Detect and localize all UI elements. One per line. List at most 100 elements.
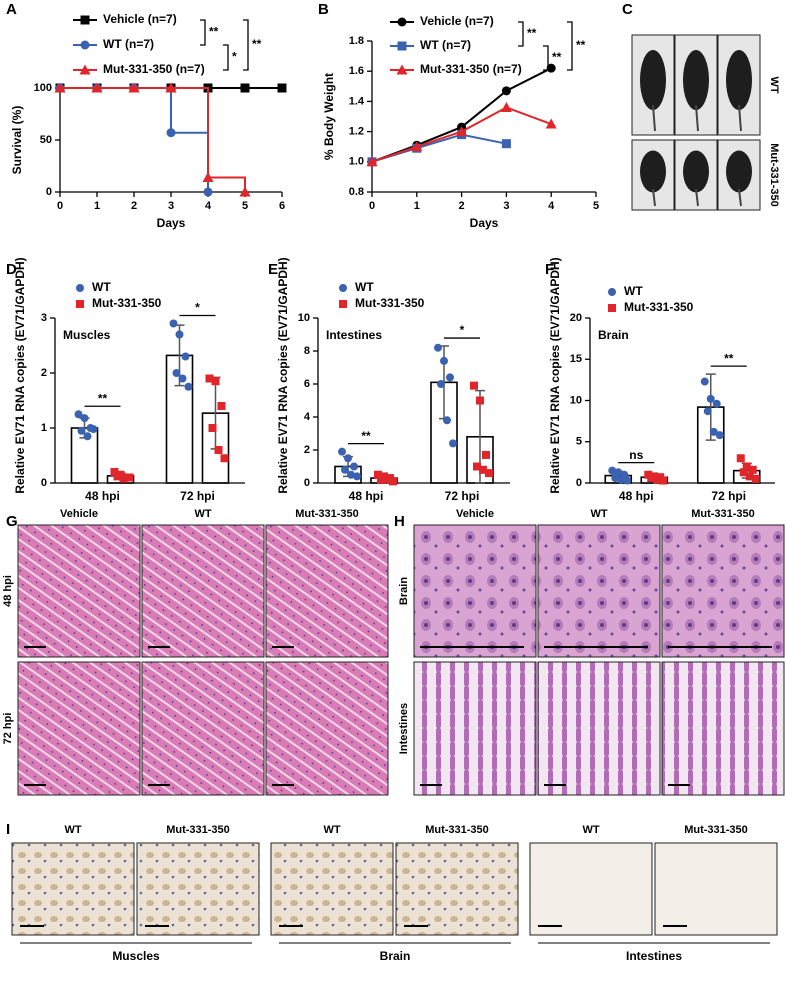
panel-letter: D bbox=[6, 261, 17, 278]
panel-letter: H bbox=[394, 513, 405, 530]
sig-label: ** bbox=[361, 429, 371, 443]
column-label: Mut-331-350 bbox=[684, 824, 748, 836]
sig-label: ** bbox=[209, 25, 219, 39]
sig-bracket bbox=[543, 45, 549, 71]
sig-label: ns bbox=[629, 448, 643, 462]
marker bbox=[175, 330, 184, 339]
y-tick-label: 0 bbox=[304, 477, 310, 489]
marker bbox=[54, 82, 66, 93]
y-tick-label: 0.8 bbox=[349, 186, 364, 198]
marker bbox=[739, 468, 748, 477]
marker bbox=[706, 394, 715, 403]
marker bbox=[353, 472, 361, 481]
marker bbox=[500, 101, 512, 112]
column-label: Mut-331-350 bbox=[425, 824, 489, 836]
marker bbox=[482, 450, 490, 459]
marker bbox=[76, 284, 84, 292]
y-axis-label: Relative EV71 RNA copies (EV71/GAPDH) bbox=[13, 257, 27, 493]
marker bbox=[546, 63, 556, 73]
y-axis-label: Relative EV71 RNA copies (EV71/GAPDH) bbox=[548, 257, 562, 493]
x-tick-label: 72 hpi bbox=[445, 489, 480, 503]
y-tick-label: 1.8 bbox=[349, 35, 364, 47]
mouse-tail bbox=[695, 188, 699, 207]
column-label: Mut-331-350 bbox=[166, 824, 230, 836]
legend-label: Mut-331-350 bbox=[355, 296, 425, 310]
x-tick-label: 1 bbox=[94, 200, 100, 212]
marker bbox=[736, 454, 745, 463]
marker bbox=[91, 82, 103, 93]
x-tick-label: 2 bbox=[131, 200, 137, 212]
image bbox=[265, 524, 389, 658]
marker bbox=[203, 187, 213, 197]
image bbox=[17, 661, 141, 796]
panel-letter: I bbox=[6, 821, 10, 838]
marker bbox=[202, 171, 214, 182]
mouse bbox=[726, 150, 752, 193]
y-tick-label: 1.2 bbox=[349, 126, 364, 138]
x-tick-label: 3 bbox=[503, 200, 509, 212]
marker bbox=[165, 82, 177, 93]
column-label: WT bbox=[194, 508, 211, 520]
marker bbox=[125, 473, 134, 482]
marker bbox=[742, 462, 751, 471]
sig-label: ** bbox=[576, 38, 586, 52]
marker bbox=[608, 304, 616, 312]
x-tick-label: 5 bbox=[593, 200, 599, 212]
y-tick-label: 0 bbox=[576, 477, 582, 489]
panel-letter: F bbox=[545, 261, 554, 278]
x-tick-label: 3 bbox=[168, 200, 174, 212]
sig-bracket bbox=[243, 19, 249, 71]
marker bbox=[113, 472, 122, 481]
marker bbox=[437, 380, 445, 388]
error-bar bbox=[705, 373, 716, 441]
marker bbox=[77, 426, 86, 435]
y-axis-label: Survival (%) bbox=[10, 106, 24, 175]
y-axis-label: % Body Weight bbox=[322, 73, 336, 160]
marker bbox=[703, 407, 712, 416]
mouse-tail bbox=[738, 104, 742, 132]
marker bbox=[79, 64, 91, 75]
x-tick-label: 48 hpi bbox=[619, 489, 654, 503]
marker bbox=[470, 381, 478, 390]
legend-label: WT bbox=[92, 280, 111, 294]
y-tick-label: 10 bbox=[570, 394, 582, 406]
image bbox=[654, 842, 778, 936]
sig-label: ** bbox=[98, 391, 108, 405]
marker bbox=[119, 474, 128, 483]
sig-label: ** bbox=[724, 351, 734, 365]
marker bbox=[208, 424, 217, 432]
y-tick-label: 2 bbox=[41, 367, 47, 379]
marker bbox=[80, 414, 89, 423]
marker bbox=[178, 374, 187, 383]
marker bbox=[80, 40, 90, 50]
panel-letter: A bbox=[6, 1, 17, 18]
legend-label: Mut-331-350 (n=7) bbox=[103, 62, 205, 76]
row-label: 48 hpi bbox=[2, 575, 14, 607]
tissue-label: Muscles bbox=[63, 328, 111, 342]
marker bbox=[443, 416, 451, 425]
y-tick-label: 1 bbox=[41, 422, 47, 434]
marker bbox=[456, 126, 468, 137]
marker bbox=[389, 477, 397, 486]
marker bbox=[476, 396, 484, 405]
image bbox=[395, 842, 519, 936]
mouse-tail bbox=[652, 104, 656, 132]
column-label: Vehicle bbox=[456, 508, 494, 520]
y-tick-label: 5 bbox=[576, 436, 582, 448]
marker bbox=[214, 446, 223, 454]
image bbox=[141, 661, 265, 796]
marker bbox=[653, 475, 662, 484]
marker bbox=[239, 186, 251, 197]
x-tick-label: 6 bbox=[279, 200, 285, 212]
y-tick-label: 20 bbox=[570, 312, 582, 324]
marker bbox=[446, 373, 454, 382]
image bbox=[413, 524, 537, 658]
marker bbox=[184, 382, 193, 391]
marker bbox=[473, 462, 481, 471]
marker bbox=[709, 427, 718, 436]
marker bbox=[715, 431, 724, 440]
row-label: 72 hpi bbox=[2, 713, 14, 745]
marker bbox=[347, 470, 355, 479]
legend-label: Mut-331-350 bbox=[92, 296, 162, 310]
marker bbox=[211, 377, 220, 386]
